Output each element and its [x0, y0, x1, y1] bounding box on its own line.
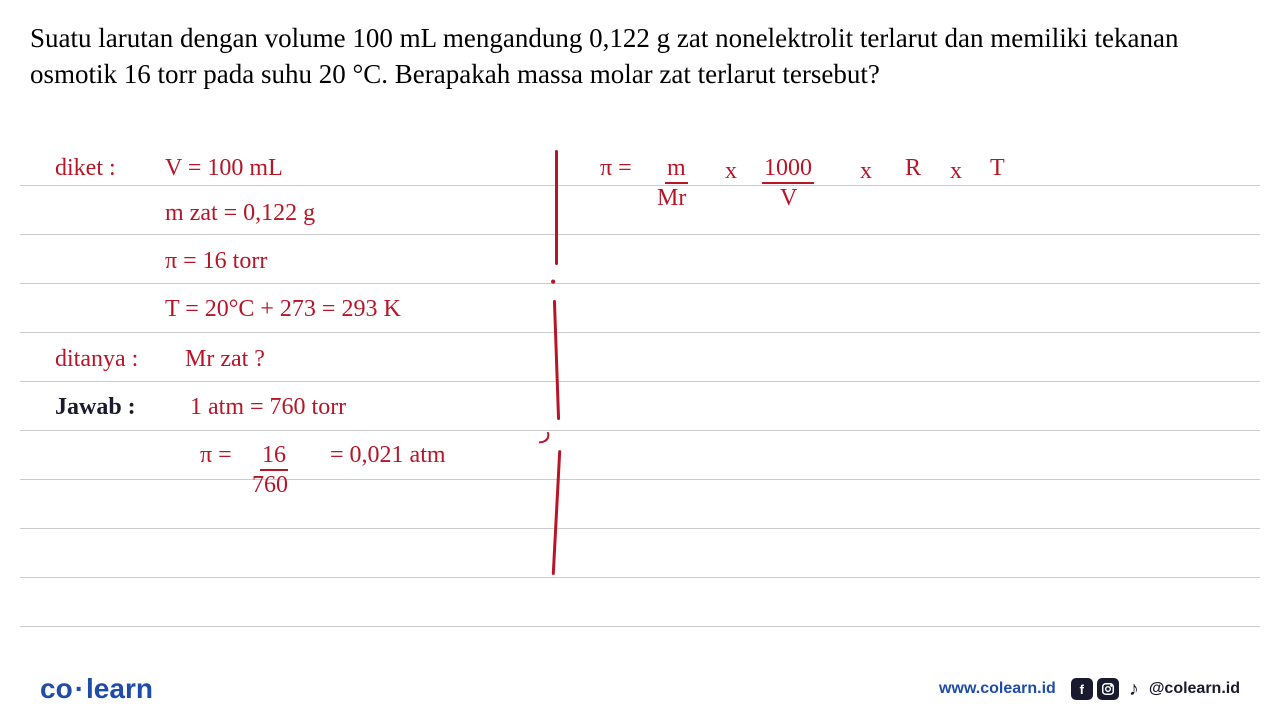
v-value: V = 100 mL	[165, 155, 283, 182]
formula-m-num: m	[665, 155, 688, 184]
formula-mult1: x	[725, 158, 737, 185]
paper-line	[20, 332, 1260, 333]
paper-line	[20, 577, 1260, 578]
pi-denominator: 760	[252, 472, 288, 499]
formula-1000-num: 1000	[762, 155, 814, 184]
formula-pi: π =	[600, 155, 632, 182]
pi-numerator: 16	[260, 442, 288, 471]
instagram-icon[interactable]	[1097, 678, 1119, 700]
pi-fraction: 16	[260, 442, 288, 471]
tiktok-icon[interactable]: ♪	[1123, 678, 1145, 700]
atm-conversion: 1 atm = 760 torr	[190, 394, 346, 421]
divider-dot: •	[550, 272, 556, 293]
formula-1000-frac: 1000	[762, 155, 814, 184]
pi-eq-label: π =	[200, 442, 232, 469]
diket-label: diket :	[55, 155, 116, 182]
formula-t: T	[990, 155, 1005, 182]
paper-line	[20, 430, 1260, 431]
divider-1	[555, 150, 558, 265]
pi-result: = 0,021 atm	[330, 442, 446, 469]
facebook-icon[interactable]: f	[1071, 678, 1093, 700]
formula-v-den: V	[780, 185, 797, 212]
paper-line	[20, 528, 1260, 529]
pi-value: π = 16 torr	[165, 248, 267, 275]
paper-line	[20, 283, 1260, 284]
logo-dot: ·	[75, 673, 84, 704]
paper-line	[20, 479, 1260, 480]
ditanya-value: Mr zat ?	[185, 346, 265, 373]
logo-learn: learn	[86, 673, 153, 704]
lined-paper	[0, 145, 1280, 720]
footer: co·learn www.colearn.id f ♪ @colearn.id	[0, 673, 1280, 705]
formula-mult2: x	[860, 158, 872, 185]
m-zat-value: m zat = 0,122 g	[165, 200, 315, 227]
website-link[interactable]: www.colearn.id	[939, 680, 1056, 698]
brand-logo: co·learn	[40, 673, 153, 705]
paper-line	[20, 381, 1260, 382]
logo-co: co	[40, 673, 73, 704]
formula-mr-den: Mr	[657, 185, 686, 212]
ditanya-label: ditanya :	[55, 346, 138, 373]
paper-line	[20, 626, 1260, 627]
question-text: Suatu larutan dengan volume 100 mL menga…	[30, 20, 1250, 93]
jawab-label: Jawab :	[55, 394, 136, 421]
formula-r: R	[905, 155, 921, 182]
social-icons: f ♪ @colearn.id	[1071, 678, 1240, 700]
paper-line	[20, 234, 1260, 235]
formula-mult3: x	[950, 158, 962, 185]
t-value: T = 20°C + 273 = 293 K	[165, 296, 401, 323]
footer-right: www.colearn.id f ♪ @colearn.id	[939, 678, 1240, 700]
divider-comma: ر	[540, 418, 551, 444]
paper-line	[20, 185, 1260, 186]
formula-m-frac: m	[665, 155, 688, 184]
social-handle: @colearn.id	[1149, 680, 1240, 698]
